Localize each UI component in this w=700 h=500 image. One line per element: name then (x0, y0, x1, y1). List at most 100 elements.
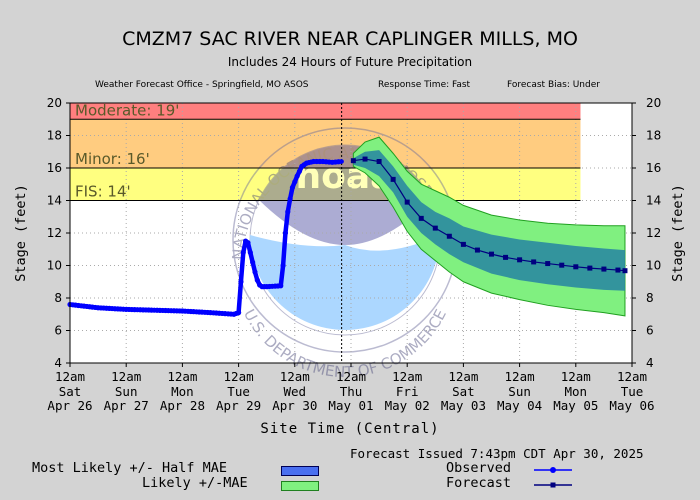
observed-point (280, 262, 286, 269)
watermark-wave (250, 235, 440, 330)
x-tick-label-weekday: Mon (565, 384, 588, 399)
forecast-point (601, 266, 607, 272)
flood-label-moderate: Moderate: 19' (75, 101, 179, 119)
legend-line-markers (534, 467, 572, 488)
x-tick-label-weekday: Sat (59, 384, 82, 399)
forecast-point (362, 156, 368, 162)
legend-half-mae-swatch (281, 466, 319, 476)
forecast-point (517, 257, 523, 263)
x-tick-label-weekday: Sun (115, 384, 138, 399)
x-tick-label-time: 12am (505, 369, 535, 384)
y-tick-label-right: 18 (646, 129, 661, 143)
forecast-point (432, 225, 438, 231)
forecast-point (587, 265, 593, 271)
observed-point (278, 283, 284, 289)
forecast-point (489, 251, 494, 257)
flood-band-fis (70, 168, 581, 201)
observed-point (250, 259, 256, 265)
x-tick-label-weekday: Fri (396, 384, 419, 399)
forecast-point (622, 268, 628, 274)
forecast-point (531, 259, 537, 265)
observed-point (335, 159, 342, 165)
x-tick-label-weekday: Wed (284, 384, 307, 399)
observed-point (289, 184, 296, 191)
y-tick-label-right: 6 (646, 324, 654, 338)
observed-point (296, 168, 303, 174)
y-tick-label-left: 8 (54, 291, 62, 305)
x-tick-label-date: May 06 (609, 398, 654, 413)
observed-point (287, 196, 293, 202)
x-tick-label-date: May 01 (328, 398, 373, 413)
y-tick-label-left: 4 (54, 356, 62, 370)
legend-forecast-marker (550, 482, 556, 488)
x-tick-label-date: Apr 28 (160, 398, 205, 413)
x-tick-label-time: 12am (280, 369, 310, 384)
forecast-point (418, 215, 424, 221)
forecast-point (615, 267, 621, 273)
x-tick-label-time: 12am (55, 369, 85, 384)
y-tick-label-right: 8 (646, 291, 654, 305)
forecast-point (446, 233, 452, 239)
flood-label-fis: FIS: 14' (75, 183, 131, 201)
forecast-point (460, 241, 466, 247)
observed-point (285, 209, 291, 215)
flood-label-minor: Minor: 16' (75, 150, 150, 168)
x-tick-label-weekday: Sat (452, 384, 475, 399)
legend-mae-label: Likely +/-MAE (142, 475, 248, 491)
y-tick-label-left: 18 (47, 129, 62, 143)
observed-point (240, 249, 246, 256)
x-tick-label-date: May 04 (497, 398, 542, 413)
y-tick-label-left: 10 (47, 259, 62, 273)
forecast-point (474, 247, 480, 253)
y-tick-label-right: 20 (646, 96, 661, 110)
x-tick-label-time: 12am (224, 369, 254, 384)
legend-observed-marker (550, 467, 556, 473)
forecast-point (350, 158, 356, 164)
x-tick-label-time: 12am (448, 369, 478, 384)
chart-title: CMZM7 SAC RIVER NEAR CAPLINGER MILLS, MO (122, 28, 578, 50)
forecast-point (390, 176, 396, 182)
x-tick-label-date: May 03 (441, 398, 486, 413)
x-tick-label-date: May 02 (385, 398, 430, 413)
forecast-point (503, 254, 509, 260)
observed-point (252, 269, 258, 275)
observed-point (236, 310, 242, 316)
y-tick-label-right: 14 (646, 194, 661, 208)
x-tick-label-time: 12am (617, 369, 647, 384)
observed-point (294, 173, 300, 179)
observed-point (254, 277, 260, 283)
legend-half-mae-label: Most Likely +/- Half MAE (32, 460, 228, 476)
y-axis-title-left: Stage (feet) (13, 184, 29, 282)
forecast-point (573, 264, 579, 270)
chart-subtitle: Includes 24 Hours of Future Precipitatio… (227, 55, 473, 69)
observed-point (247, 249, 253, 256)
y-tick-label-right: 12 (646, 226, 661, 240)
x-tick-label-date: Apr 30 (272, 398, 317, 413)
half-mae-band (353, 150, 625, 291)
observed-point (292, 179, 298, 185)
x-tick-label-date: Apr 27 (104, 398, 149, 413)
observed-point (282, 230, 289, 236)
forecast-bias-label: Forecast Bias: Under (507, 80, 600, 90)
x-tick-label-weekday: Tue (227, 384, 250, 399)
x-tick-label-weekday: Thu (340, 384, 363, 399)
x-tick-label-weekday: Mon (171, 384, 194, 399)
forecast-point (404, 199, 410, 205)
x-tick-label-weekday: Sun (508, 384, 531, 399)
observed-point (245, 240, 251, 246)
forecast-office-label: Weather Forecast Office - Springfield, M… (95, 80, 309, 90)
response-time-label: Response Time: Fast (378, 80, 471, 90)
x-tick-label-date: Apr 26 (47, 398, 92, 413)
x-tick-label-weekday: Tue (621, 384, 644, 399)
x-axis-title: Site Time (Central) (260, 421, 440, 437)
forecast-point (559, 262, 565, 268)
x-tick-label-time: 12am (392, 369, 422, 384)
x-tick-label-time: 12am (167, 369, 197, 384)
x-tick-label-date: Apr 29 (216, 398, 261, 413)
y-tick-label-left: 14 (47, 194, 62, 208)
x-tick-label-time: 12am (336, 369, 366, 384)
x-tick-label-date: May 05 (553, 398, 598, 413)
y-tick-label-left: 6 (54, 324, 62, 338)
y-tick-label-right: 16 (646, 161, 661, 175)
